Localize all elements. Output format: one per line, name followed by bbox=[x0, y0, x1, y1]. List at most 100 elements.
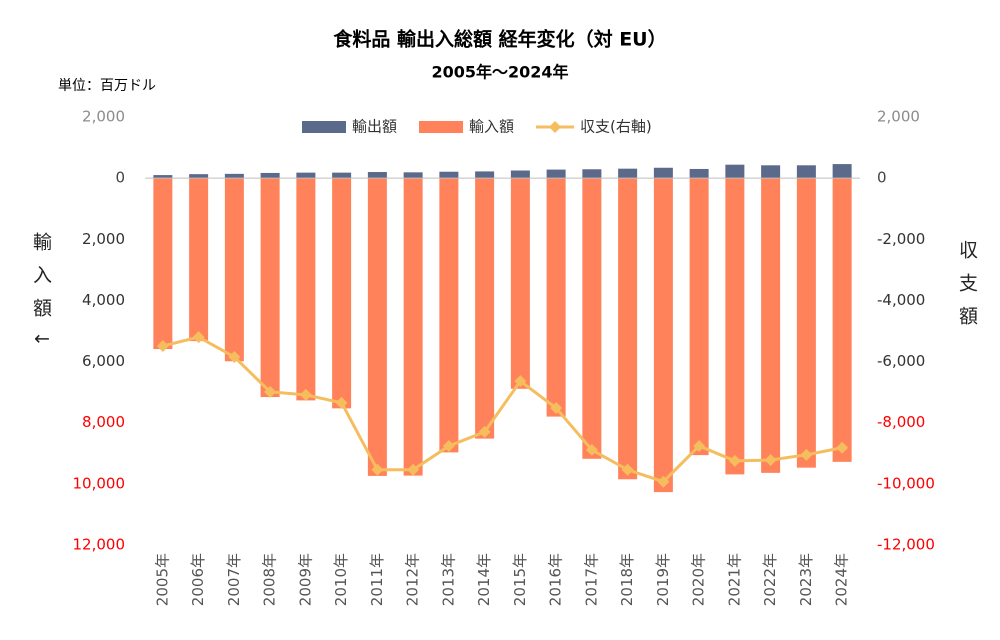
legend-swatch bbox=[302, 121, 346, 133]
x-tick-label: 2020年 bbox=[690, 553, 708, 606]
legend-label: 輸入額 bbox=[469, 118, 514, 136]
bar bbox=[153, 175, 173, 179]
bar bbox=[189, 178, 209, 342]
bar bbox=[832, 178, 852, 462]
x-tick-label: 2012年 bbox=[404, 553, 422, 606]
y2-tick-label: -6,000 bbox=[877, 352, 925, 370]
bar bbox=[582, 169, 602, 179]
x-tick-label: 2019年 bbox=[654, 553, 672, 606]
bar bbox=[189, 174, 209, 179]
bar bbox=[296, 178, 316, 401]
x-tick-label: 2017年 bbox=[582, 553, 600, 606]
x-tick-label: 2007年 bbox=[225, 553, 243, 606]
balance-marker bbox=[657, 475, 670, 488]
x-tick-label: 2015年 bbox=[511, 553, 529, 606]
y-tick-label: 12,000 bbox=[73, 536, 126, 554]
balance-marker bbox=[800, 448, 813, 461]
chart-title: 食料品 輸出入総額 経年変化（対 EU） bbox=[333, 28, 666, 51]
x-tick-label: 2013年 bbox=[439, 553, 457, 606]
x-tick-label: 2021年 bbox=[725, 553, 743, 606]
bar bbox=[689, 168, 709, 179]
bar bbox=[475, 171, 495, 179]
y-axis-label: 輸入額↓ bbox=[30, 232, 52, 361]
chart-subtitle: 2005年～2024年 bbox=[431, 63, 568, 82]
x-tick-label: 2011年 bbox=[368, 553, 386, 606]
balance-marker bbox=[299, 388, 312, 401]
bar bbox=[725, 178, 745, 475]
x-tick-label: 2010年 bbox=[332, 553, 350, 606]
y2-tick-label: 0 bbox=[877, 169, 887, 187]
balance-line bbox=[162, 335, 843, 484]
x-tick-label: 2005年 bbox=[153, 553, 171, 606]
balance-marker bbox=[228, 350, 241, 363]
x-tick-label: 2022年 bbox=[761, 553, 779, 606]
unit-label: 単位：百万ドル bbox=[58, 78, 156, 94]
y-tick-label: 0 bbox=[115, 169, 125, 187]
bar bbox=[689, 178, 709, 456]
bar bbox=[296, 172, 316, 179]
bar bbox=[510, 170, 530, 179]
y-tick-label: 10,000 bbox=[73, 474, 126, 492]
bar bbox=[439, 171, 459, 179]
bar bbox=[260, 172, 280, 179]
balance-marker bbox=[550, 402, 563, 415]
y2-tick-label: 2,000 bbox=[877, 108, 920, 126]
y2-axis-label: 収支額 bbox=[956, 240, 978, 339]
y2-tick-label: -8,000 bbox=[877, 413, 925, 431]
x-tick-label: 2024年 bbox=[833, 553, 851, 606]
y-tick-label: 2,000 bbox=[82, 108, 125, 126]
balance-marker bbox=[836, 441, 849, 454]
legend-item: 輸入額 bbox=[419, 118, 514, 136]
legend-swatch bbox=[419, 121, 464, 133]
bar bbox=[546, 169, 566, 179]
bar bbox=[367, 178, 387, 476]
balance-marker bbox=[156, 339, 169, 352]
x-tick-label: 2008年 bbox=[261, 553, 279, 606]
y2-tick-label: -12,000 bbox=[877, 536, 935, 554]
bar bbox=[796, 178, 816, 468]
balance-marker bbox=[621, 463, 634, 476]
legend-label: 収支(右軸) bbox=[580, 118, 652, 136]
bar bbox=[332, 172, 352, 179]
balance-marker bbox=[478, 425, 491, 438]
balance-marker bbox=[514, 375, 527, 388]
bar bbox=[653, 178, 673, 493]
legend-swatch bbox=[549, 121, 562, 133]
x-tick-label: 2006年 bbox=[189, 553, 207, 606]
x-tick-label: 2023年 bbox=[797, 553, 815, 606]
balance-marker bbox=[335, 396, 348, 409]
bar bbox=[153, 178, 173, 350]
bar bbox=[260, 178, 280, 398]
bar bbox=[367, 172, 387, 179]
bar bbox=[761, 165, 781, 179]
balance-marker bbox=[693, 439, 706, 452]
bar bbox=[224, 173, 244, 179]
x-tick-label: 2014年 bbox=[475, 553, 493, 606]
balance-marker bbox=[585, 443, 598, 456]
y2-tick-label: -10,000 bbox=[877, 474, 935, 492]
bar bbox=[224, 178, 244, 362]
x-tick-label: 2016年 bbox=[547, 553, 565, 606]
bar bbox=[403, 172, 423, 179]
balance-marker bbox=[407, 463, 420, 476]
bar bbox=[832, 164, 852, 179]
balance-marker bbox=[264, 385, 277, 398]
y-tick-label: 8,000 bbox=[82, 413, 125, 431]
bar bbox=[546, 178, 566, 417]
balance-marker bbox=[371, 463, 384, 476]
y-tick-label: 2,000 bbox=[82, 230, 125, 248]
x-tick-label: 2018年 bbox=[618, 553, 636, 606]
bar bbox=[796, 165, 816, 179]
bar bbox=[653, 167, 673, 179]
legend-item: 収支(右軸) bbox=[536, 118, 652, 136]
balance-marker bbox=[728, 454, 741, 467]
balance-marker bbox=[764, 454, 777, 467]
balance-marker bbox=[442, 439, 455, 452]
y-tick-label: 6,000 bbox=[82, 352, 125, 370]
y2-tick-label: -4,000 bbox=[877, 291, 925, 309]
x-tick-label: 2009年 bbox=[296, 553, 314, 606]
y2-tick-label: -2,000 bbox=[877, 230, 925, 248]
bar bbox=[618, 178, 638, 480]
